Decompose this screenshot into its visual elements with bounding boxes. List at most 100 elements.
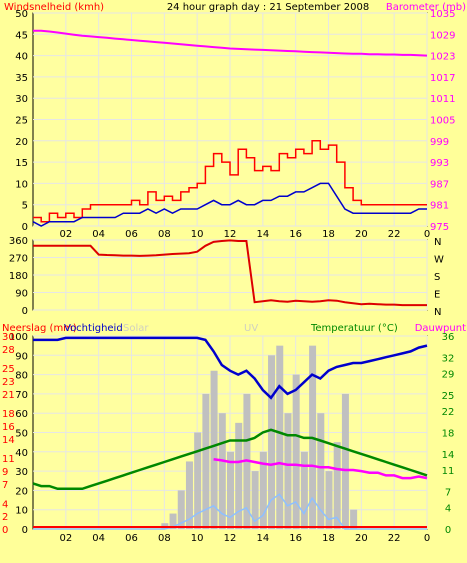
x-tick-label: 22 (388, 533, 401, 544)
x-tick-label: 0 (424, 533, 430, 544)
rain-y-tick: 9 (2, 467, 8, 478)
wind-direction-line (33, 239, 427, 307)
humidity-y-tick: 60 (15, 409, 28, 420)
barometer-y-tick: 1029 (430, 30, 455, 41)
temperature-y-tick: 18 (442, 429, 455, 440)
barometer-y-tick: 975 (430, 222, 449, 233)
wind-y-tick: 40 (15, 52, 28, 63)
humidity-axis-label: Vochtigheid (64, 323, 123, 334)
solar-bar (325, 471, 333, 529)
direction-y-tick: 180 (9, 271, 28, 282)
x-tick-label: 18 (322, 533, 335, 544)
temperature-y-tick: 25 (442, 391, 455, 402)
solar-bar (333, 442, 341, 529)
rain-y-tick: 4 (2, 499, 8, 510)
temperature-y-tick: 7 (445, 487, 451, 498)
temperature-y-tick: 14 (442, 450, 455, 461)
barometer-y-tick: 1023 (430, 52, 455, 63)
compass-letter: N (434, 307, 441, 318)
solar-axis-label: Solar (123, 323, 149, 334)
solar-bar (268, 355, 276, 529)
wind-speed-line (32, 182, 427, 227)
barometer-y-tick: 1005 (430, 116, 455, 127)
wind-y-tick: 10 (15, 179, 28, 190)
solar-bar (292, 374, 300, 529)
x-tick-label: 16 (289, 229, 302, 240)
barometer-y-tick: 999 (430, 137, 449, 148)
x-tick-label: 08 (158, 533, 171, 544)
series (32, 29, 428, 530)
x-tick-label: 08 (158, 229, 171, 240)
direction-y-tick: 360 (9, 236, 28, 247)
uv-line (33, 493, 427, 530)
humidity-y-tick: 50 (15, 429, 28, 440)
solar-bar (202, 393, 210, 529)
x-tick-label: 12 (224, 229, 237, 240)
x-tick-label: 20 (355, 533, 368, 544)
x-tick-label: 04 (92, 229, 105, 240)
barometer-y-tick: 1017 (430, 73, 455, 84)
x-tick-label: 16 (289, 533, 302, 544)
solar-bar (259, 451, 267, 529)
x-tick-label: 20 (355, 229, 368, 240)
compass-letter: E (434, 290, 440, 301)
x-tick-label: 22 (388, 229, 401, 240)
x-tick-label: 06 (125, 229, 138, 240)
compass-letter: N (434, 237, 441, 248)
x-tick-label: 14 (256, 229, 269, 240)
wind-y-tick: 0 (22, 222, 28, 233)
temperature-axis-label: Temperatuur (°C) (310, 323, 398, 334)
humidity-y-tick: 0 (22, 525, 28, 536)
barometer-y-tick: 1011 (430, 94, 455, 105)
solar-bar (227, 451, 234, 529)
x-tick-label: 0 (424, 229, 430, 240)
humidity-y-tick: 20 (15, 486, 28, 497)
barometer-line (33, 29, 428, 57)
x-tick-label: 10 (191, 533, 204, 544)
x-tick-label: 06 (125, 533, 138, 544)
solar-bar (276, 345, 284, 529)
rain-y-tick: 23 (2, 377, 15, 388)
humidity-y-tick: 30 (15, 467, 28, 478)
x-tick-label: 10 (191, 229, 204, 240)
temperature-y-tick: 4 (445, 504, 451, 515)
chart-title: 24 hour graph day : 21 September 2008 (167, 2, 369, 13)
solar-bar (169, 513, 177, 529)
rain-y-tick: 2 (2, 512, 8, 523)
solar-bar (177, 490, 185, 529)
wind-y-tick: 15 (15, 158, 28, 169)
solar-bar (317, 413, 325, 529)
wind-y-tick: 25 (15, 116, 28, 127)
humidity-y-tick: 10 (15, 506, 28, 517)
solar-bar (284, 413, 292, 529)
wind-y-tick: 45 (15, 30, 28, 41)
rain-y-tick: 11 (2, 454, 15, 465)
barometer-y-tick: 987 (430, 179, 449, 190)
temperature-y-tick: 11 (442, 466, 455, 477)
compass-letter: S (434, 272, 440, 283)
solar-bar (300, 451, 308, 529)
direction-y-tick: 90 (15, 289, 28, 300)
temperature-y-tick: 29 (442, 370, 455, 381)
x-tick-label: 12 (224, 533, 237, 544)
x-tick-label: 02 (59, 229, 72, 240)
x-tick-label: 04 (92, 533, 105, 544)
wind-y-tick: 35 (15, 73, 28, 84)
uv-axis-label: UV (244, 323, 258, 334)
rain-y-tick: 0 (2, 525, 8, 536)
barometer-y-tick: 993 (430, 158, 449, 169)
wind-y-tick: 50 (15, 9, 28, 20)
wind-y-tick: 5 (22, 201, 28, 212)
x-tick-label: 18 (322, 229, 335, 240)
rain-y-tick: 25 (2, 364, 15, 375)
dewpoint-axis-label: Dauwpunt (415, 323, 466, 334)
solar-bar (210, 370, 218, 529)
rain-y-tick: 14 (2, 435, 15, 446)
solar-bar (251, 471, 259, 529)
temperature-y-tick: 22 (442, 407, 455, 418)
wind-y-tick: 20 (15, 137, 28, 148)
rain-y-tick: 28 (2, 345, 15, 356)
humidity-y-tick: 100 (9, 332, 28, 343)
barometer-y-tick: 1035 (430, 9, 455, 20)
